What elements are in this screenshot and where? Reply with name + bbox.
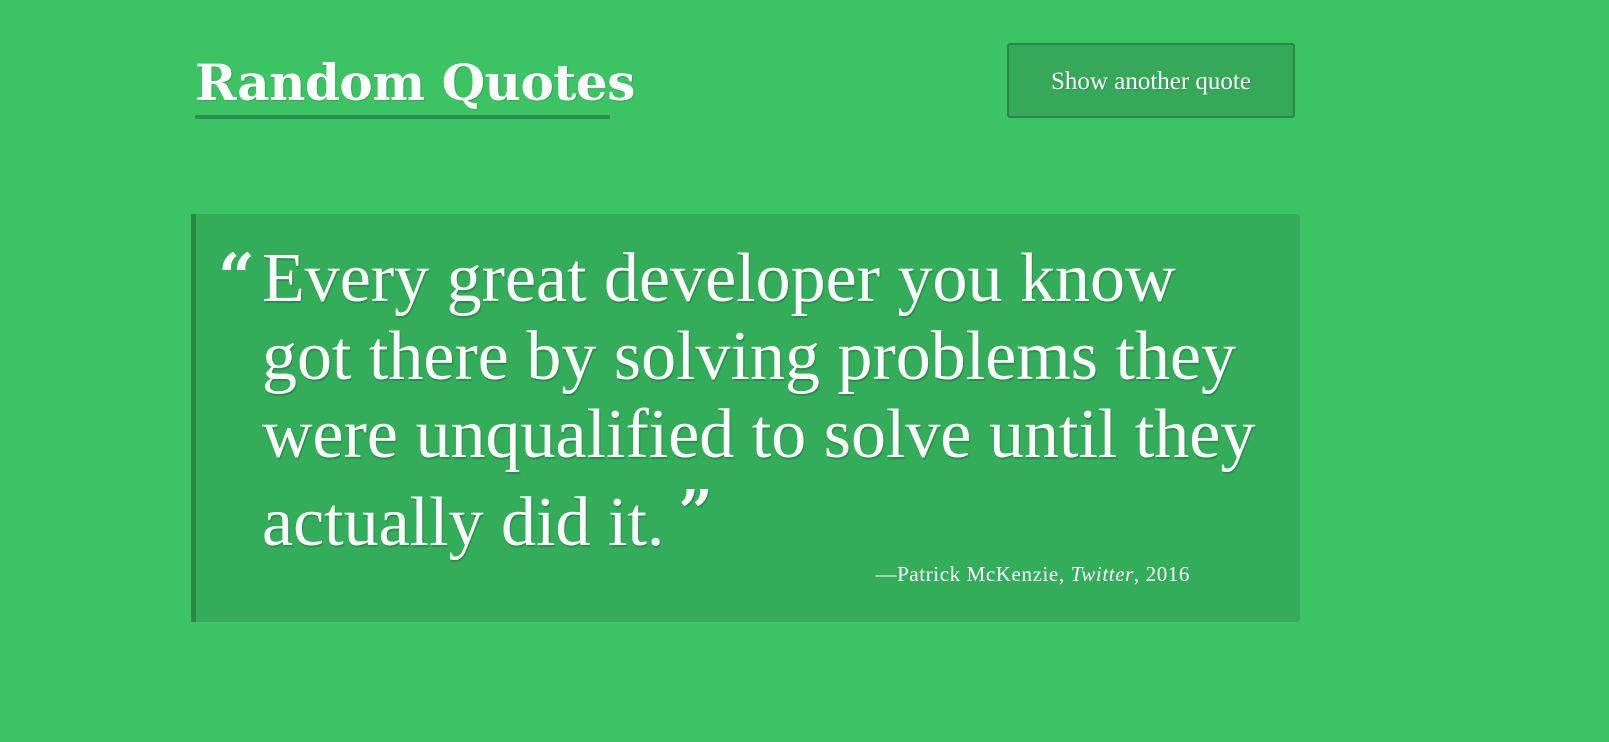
quote-attribution: —Patrick McKenzie, Twitter, 2016 (875, 562, 1190, 587)
page-title[interactable]: Random Quotes (195, 53, 635, 112)
quote-year: , 2016 (1133, 562, 1190, 586)
quote-body: Every great developer you know got there… (262, 240, 1256, 561)
show-another-quote-button[interactable]: Show another quote (1007, 43, 1295, 118)
quote-source: Twitter (1070, 562, 1134, 586)
quote-author: —Patrick McKenzie, (875, 562, 1071, 586)
quote-card: “ Every great developer you know got the… (191, 214, 1300, 622)
open-quote-icon: “ (218, 240, 255, 315)
quote-text: Every great developer you know got there… (262, 240, 1282, 562)
close-quote-icon: ” (678, 478, 713, 548)
title-underline (195, 115, 610, 119)
